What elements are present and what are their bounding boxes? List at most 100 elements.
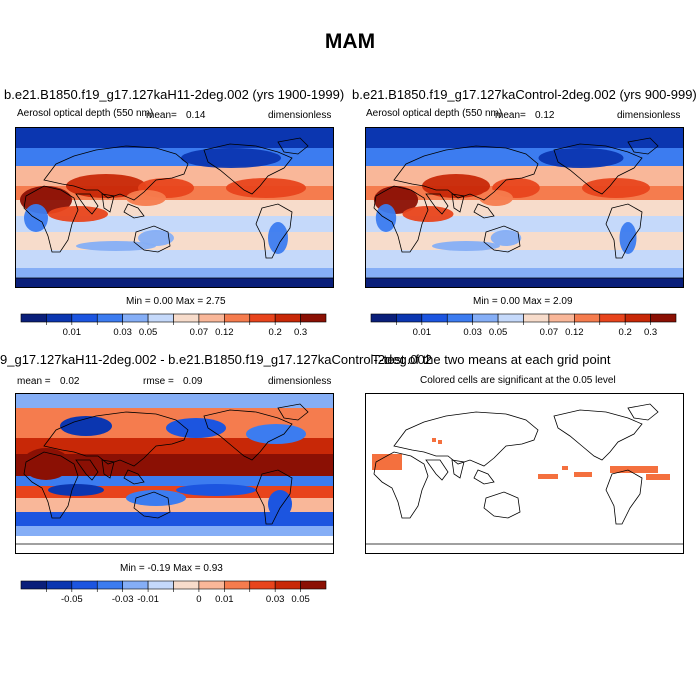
panel2-colorbar-tick-label: 0.2 (619, 327, 632, 337)
panel1-colorbar-swatch (71, 313, 98, 323)
panel1-colorbar-tick-label: 0.03 (113, 327, 131, 337)
panel4-title: T-test of the two means at each grid poi… (372, 352, 611, 367)
panel1-field-cell (181, 148, 281, 168)
panel1-colorbar-swatch (46, 313, 73, 323)
panel3-colorbar-swatch (96, 580, 123, 590)
panel3-colorbar-swatch (173, 580, 200, 590)
panel3-colorbar-swatch (122, 580, 149, 590)
panel1-colorbar-tick-label: 0.01 (63, 327, 82, 337)
panel1-colorbar-tick-label: 0.3 (294, 327, 307, 337)
panel3-minmax: Min = -0.19 Max = 0.93 (120, 563, 223, 574)
panel3-colorbar-swatch (198, 580, 225, 590)
panel2-colorbar-swatch (624, 313, 651, 323)
panel2-field-cell (432, 241, 500, 251)
panel3-band (16, 394, 333, 408)
panel2-field-cell (582, 178, 650, 198)
panel2-minmax: Min = 0.00 Max = 2.09 (473, 296, 573, 307)
panel2-colorbar-tick-label: 0.03 (463, 327, 482, 337)
panel1-variable-label: Aerosol optical depth (550 nm) (17, 108, 154, 119)
panel1-minmax: Min = 0.00 Max = 2.75 (126, 296, 226, 307)
panel1-field-cell (48, 206, 108, 222)
coastline (473, 203, 495, 219)
panel3-field-cell (22, 448, 70, 480)
panel3-rmse-value: 0.09 (183, 376, 203, 387)
coastline (605, 203, 643, 259)
panel3-colorbar: -0.05 -0.03 -0.01 0 0.01 0.03 0.05 (20, 580, 327, 604)
panel3-rmse-label: rmse = (143, 376, 174, 387)
coastline (627, 403, 659, 421)
panel3-colorbar-tick-label: -0.03 (112, 594, 134, 604)
panel1-colorbar-swatch (173, 313, 200, 323)
panel3-colorbar-swatch (274, 580, 301, 590)
panel2-map (365, 127, 684, 288)
panel1-colorbar-swatch (300, 313, 327, 323)
panel1-colorbar-swatch (224, 313, 251, 323)
panel4-significant-cell (610, 466, 658, 473)
panel2-colorbar-swatch (650, 313, 677, 323)
panel4-subtitle: Colored cells are significant at the 0.0… (420, 375, 616, 386)
panel2-field-cell (619, 222, 637, 254)
panel1-band (16, 278, 333, 287)
panel2-colorbar: 0.01 0.03 0.05 0.07 0.12 0.2 0.3 (370, 313, 677, 337)
panel3-colorbar-swatch (300, 580, 327, 590)
panel1-units: dimensionless (268, 110, 332, 121)
panel1-field-cell (138, 230, 174, 246)
panel1-colorbar: 0.01 0.03 0.05 0.07 0.12 0.2 0.3 (20, 313, 327, 337)
coastline (553, 409, 643, 461)
panel3-field-cell (166, 418, 226, 438)
panel3-colorbar-swatch (147, 580, 174, 590)
panel2-band (366, 278, 683, 287)
coastline (373, 451, 429, 519)
panel1-mean-value: 0.14 (186, 110, 206, 121)
coastline (627, 137, 659, 155)
panel4-map (365, 393, 684, 554)
panel2-colorbar-tick-label: 0.12 (565, 327, 584, 337)
panel2-units: dimensionless (617, 110, 681, 121)
panel1-field-cell (66, 174, 146, 198)
panel2-colorbar-swatch (396, 313, 423, 323)
panel3-band (16, 498, 333, 512)
panel2-colorbar-swatch (523, 313, 550, 323)
panel3-field-cell (246, 424, 306, 444)
panel2-colorbar-swatch (446, 313, 473, 323)
panel2-colorbar-tick-label: 0.07 (540, 327, 559, 337)
panel1-band (16, 268, 333, 278)
panel2-title: b.e21.B1850.f19_g17.127kaControl-2deg.00… (352, 87, 697, 102)
panel3-colorbar-tick-label: -0.01 (137, 594, 159, 604)
panel1-title: b.e21.B1850.f19_g17.127kaH11-2deg.002 (y… (4, 87, 345, 102)
coastline (393, 145, 539, 201)
panel1-band (16, 128, 333, 148)
panel1-colorbar-swatch (20, 313, 47, 323)
panel2-band (366, 250, 683, 268)
panel2-field-cell (538, 148, 624, 168)
panel3-band (16, 438, 333, 454)
panel1-colorbar-swatch (274, 313, 301, 323)
panel1-field-cell (126, 190, 166, 206)
panel3-band (16, 536, 333, 553)
panel3-colorbar-swatch (249, 580, 276, 590)
panel2-field-cell (479, 190, 513, 206)
panel4-significant-cell (538, 474, 558, 479)
panel2-colorbar-swatch (548, 313, 575, 323)
panel4-significant-cell (372, 454, 402, 470)
panel2-variable-label: Aerosol optical depth (550 nm) (366, 108, 503, 119)
coastline (123, 203, 145, 219)
panel3-field-cell (48, 484, 104, 496)
panel2-band (366, 148, 683, 166)
panel4-significant-cell (562, 466, 568, 470)
panel3-title: 9_g17.127kaH11-2deg.002 - b.e21.B1850.f1… (0, 352, 432, 367)
panel3-map (15, 393, 334, 554)
coastline (605, 469, 643, 525)
panel2-colorbar-swatch (497, 313, 524, 323)
panel2-colorbar-swatch (370, 313, 397, 323)
coastline (255, 203, 293, 259)
panel2-field-cell (402, 206, 454, 222)
panel3-band (16, 454, 333, 476)
coastline (473, 469, 495, 485)
coastline (203, 143, 293, 195)
panel2-mean-value: 0.12 (535, 110, 555, 121)
coastline (75, 193, 115, 215)
panel1-colorbar-swatch (96, 313, 123, 323)
panel3-field-cell (176, 484, 256, 496)
coastline (75, 459, 115, 481)
